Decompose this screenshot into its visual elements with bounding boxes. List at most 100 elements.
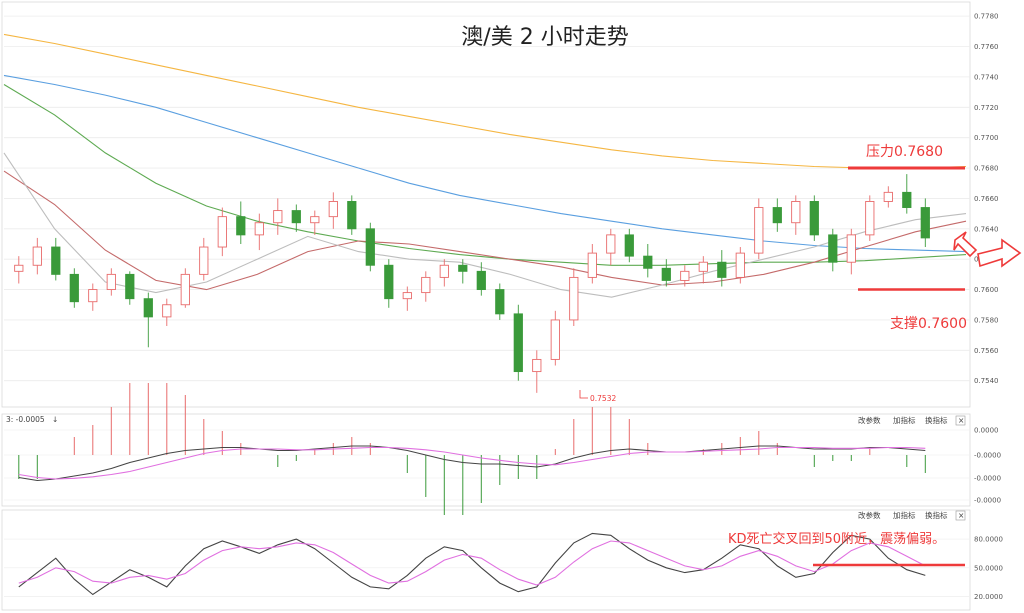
- candle: [717, 250, 727, 287]
- svg-text:×: ×: [958, 511, 964, 520]
- candle: [328, 192, 338, 229]
- candle: [310, 210, 320, 235]
- candle: [88, 283, 98, 311]
- candle: [476, 262, 486, 296]
- kd-edit-params-button[interactable]: 改参数: [858, 510, 881, 520]
- resistance-label: 压力0.7680: [866, 144, 943, 160]
- macd-tick-label: -0.0000: [974, 475, 1001, 483]
- candle: [513, 304, 523, 381]
- kd-tick-label: 50.0000: [974, 564, 1003, 572]
- candle: [439, 259, 449, 287]
- macd-tick-label: 0.0000: [974, 427, 999, 435]
- candle: [14, 256, 24, 284]
- macd-tick-label: -0.0000: [974, 452, 1001, 460]
- down-arrow-icon: [953, 231, 978, 258]
- candle: [180, 268, 190, 308]
- right-arrow-icon: [977, 238, 1022, 268]
- candle: [291, 204, 301, 232]
- price-tick-label: 0.7760: [974, 43, 999, 51]
- candle: [791, 195, 801, 235]
- candle: [32, 237, 42, 275]
- kd-add-indicator-button[interactable]: 加指标: [893, 510, 916, 520]
- macd-signal-arrow: ↓: [52, 415, 58, 424]
- candle: [550, 310, 560, 366]
- macd-dea-line: [18, 446, 926, 480]
- candle: [735, 247, 745, 284]
- price-tick-label: 0.7680: [974, 165, 999, 173]
- candle: [402, 286, 412, 311]
- candle: [495, 283, 505, 320]
- moving-average-line: [3, 152, 967, 298]
- candle: [254, 213, 264, 251]
- candle: [698, 256, 708, 284]
- candle: [809, 195, 819, 241]
- price-tick-label: 0.7580: [974, 316, 999, 324]
- candle: [846, 228, 856, 275]
- kd-d-line: [18, 540, 926, 586]
- kd-annotation: KD死亡交叉回到50附近，震荡偏弱。: [728, 531, 945, 547]
- svg-text:0.7532: 0.7532: [590, 394, 616, 403]
- svg-text:×: ×: [958, 416, 964, 425]
- low-price-marker: 0.7532: [579, 390, 616, 403]
- kd-controls: 改参数 加指标 换指标 ×: [858, 510, 966, 521]
- macd-edit-params-button[interactable]: 改参数: [858, 415, 881, 425]
- price-tick-label: 0.7780: [974, 13, 999, 21]
- kd-axis: 80.0000 50.0000 20.0000: [4, 536, 1003, 601]
- macd-add-indicator-button[interactable]: 加指标: [893, 415, 916, 425]
- kd-switch-indicator-button[interactable]: 换指标: [925, 510, 948, 520]
- candle: [606, 228, 616, 266]
- candle: [865, 195, 875, 241]
- kd-k-line: [18, 532, 926, 596]
- price-axis: 0.7780 0.7760 0.7740 0.7720 0.7700 0.7680 0.76…: [974, 13, 999, 386]
- kd-panel: [1, 509, 971, 611]
- kd-tick-label: 20.0000: [974, 593, 1003, 601]
- candle: [902, 174, 912, 214]
- chart-title: 澳/美 2 小时走势: [461, 25, 628, 50]
- kd-tick-label: 80.0000: [974, 536, 1003, 544]
- price-gridlines: [4, 15, 970, 382]
- candle: [347, 195, 357, 235]
- moving-average-line: [3, 84, 967, 266]
- support-label: 支撑0.7600: [890, 316, 967, 332]
- candle: [920, 198, 930, 248]
- candle: [624, 228, 634, 263]
- price-tick-label: 0.7540: [974, 377, 999, 385]
- candle: [883, 186, 893, 208]
- candle: [772, 198, 782, 232]
- candle: [587, 243, 597, 284]
- candle: [162, 298, 172, 327]
- price-tick-label: 0.7700: [974, 134, 999, 142]
- candle: [532, 350, 542, 393]
- candle: [199, 237, 209, 281]
- candle: [273, 198, 283, 235]
- moving-average-lines: [3, 33, 967, 298]
- candle: [125, 271, 135, 305]
- candle: [661, 259, 671, 287]
- candlesticks: [14, 174, 930, 393]
- macd-switch-indicator-button[interactable]: 换指标: [925, 415, 948, 425]
- price-tick-label: 0.7640: [974, 225, 999, 233]
- moving-average-line: [3, 74, 967, 253]
- candle: [569, 268, 579, 327]
- price-tick-label: 0.7600: [974, 286, 999, 294]
- macd-axis: 0.0000 -0.0000 -0.0000 -0.0000: [4, 427, 1001, 505]
- macd-tick-label: -0.0000: [974, 497, 1001, 505]
- candle: [365, 222, 375, 272]
- macd-controls: 改参数 加指标 换指标 ×: [858, 415, 966, 426]
- macd-dif-line: [18, 445, 926, 482]
- candle: [217, 207, 227, 257]
- macd-histogram: [18, 383, 926, 515]
- candle: [680, 265, 690, 287]
- macd-close-icon[interactable]: [955, 415, 966, 426]
- candle: [143, 292, 153, 348]
- kd-close-icon[interactable]: [955, 510, 966, 521]
- candle: [236, 201, 246, 244]
- candle: [384, 259, 394, 308]
- macd-value-label: 3: -0.0005: [6, 415, 45, 424]
- price-tick-label: 0.7740: [974, 73, 999, 81]
- candle: [828, 228, 838, 272]
- macd-panel: [1, 413, 971, 507]
- candle: [643, 243, 653, 278]
- price-tick-label: 0.7660: [974, 195, 999, 203]
